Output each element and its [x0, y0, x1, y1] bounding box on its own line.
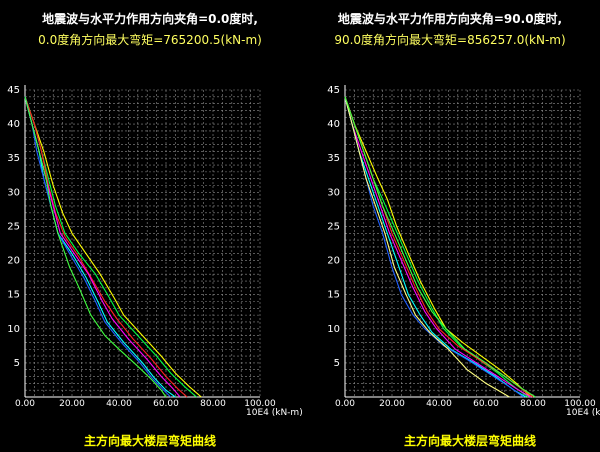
left-chart-title-line2: 0.0度角方向最大弯矩=765200.5(kN-m): [38, 33, 262, 47]
left-chart-y-tick-label: 15: [7, 290, 20, 301]
right-chart-y-tick-label: 25: [327, 221, 340, 232]
left-chart-y-tick-label: 30: [7, 187, 20, 198]
right-chart-series-line-7: [344, 96, 510, 398]
left-chart-y-tick-label: 25: [7, 221, 20, 232]
left-chart-x-tick-label: 60.00: [153, 399, 179, 409]
left-chart-x-tick-label: 100.00: [244, 399, 276, 409]
left-chart-y-tick-label: 5: [14, 358, 20, 369]
left-chart-y-tick-label: 20: [7, 256, 20, 267]
left-chart-y-tick-label: 10: [7, 324, 20, 335]
right-chart-y-tick-label: 5: [334, 358, 340, 369]
left-chart-series-line-7: [24, 96, 167, 398]
right-chart-unit-label: 10E4 (kN-m): [566, 408, 600, 418]
right-chart-x-tick-label: 60.00: [473, 399, 499, 409]
left-chart-unit-label: 10E4 (kN-m): [246, 408, 303, 418]
right-chart-x-tick-label: 40.00: [426, 399, 452, 409]
right-chart-x-tick-label: 100.00: [564, 399, 596, 409]
left-chart-x-tick-label: 20.00: [59, 399, 85, 409]
left-chart-header: 地震波与水平力作用方向夹角=0.0度时, 0.0度角方向最大弯矩=765200.…: [0, 10, 300, 48]
left-chart-x-tick-label: 0.00: [15, 399, 35, 409]
left-chart-series-line-3: [24, 96, 188, 398]
right-chart-title-line2: 90.0度角方向最大弯矩=856257.0(kN-m): [334, 33, 566, 47]
right-chart-y-tick-label: 10: [327, 324, 340, 335]
right-chart-caption: 主方向最大楼层弯矩曲线: [403, 434, 536, 448]
left-chart-x-tick-label: 40.00: [106, 399, 132, 409]
left-chart-x-tick-label: 80.00: [200, 399, 226, 409]
left-chart: 5 10 15 20 25 30 35 40 45 0.00 20.00 40.00 60.00 80.0…: [7, 85, 276, 409]
left-chart-y-tick-label: 40: [7, 119, 20, 130]
left-chart-series-line-5: [24, 96, 176, 398]
right-chart-series-line-1: [344, 96, 531, 398]
right-chart-x-tick-label: 20.00: [379, 399, 405, 409]
right-chart-title-line1: 地震波与水平力作用方向夹角=90.0度时,: [337, 12, 563, 26]
right-chart-x-tick-label: 0.00: [335, 399, 355, 409]
right-chart-y-tick-label: 30: [327, 187, 340, 198]
right-chart-y-tick-label: 40: [327, 119, 340, 130]
right-chart-series-line-4: [344, 96, 531, 398]
right-chart-x-tick-label: 80.00: [520, 399, 546, 409]
right-chart-series-line-5: [344, 96, 527, 398]
right-chart-header: 地震波与水平力作用方向夹角=90.0度时, 90.0度角方向最大弯矩=85625…: [300, 10, 600, 48]
right-chart-y-tick-label: 45: [327, 85, 340, 96]
right-chart-y-tick-label: 15: [327, 290, 340, 301]
right-chart-series-line-2: [344, 96, 529, 398]
right-chart-y-tick-label: 20: [327, 256, 340, 267]
right-chart-grid: [345, 89, 581, 397]
left-chart-y-tick-label: 35: [7, 153, 20, 164]
left-chart-caption: 主方向最大楼层弯矩曲线: [83, 434, 216, 448]
right-chart-y-tick-label: 35: [327, 153, 340, 164]
left-chart-y-tick-label: 45: [7, 85, 20, 96]
left-chart-series-line-6: [24, 96, 172, 398]
left-chart-series-line-1: [24, 96, 202, 398]
left-chart-title-line1: 地震波与水平力作用方向夹角=0.0度时,: [42, 12, 258, 26]
right-chart: 5 10 15 20 25 30 35 40 45 0.00 20.00 40.00 60.00 80.0…: [327, 85, 596, 409]
left-chart-grid: [25, 89, 261, 397]
right-chart-series-line-8: [344, 96, 536, 398]
